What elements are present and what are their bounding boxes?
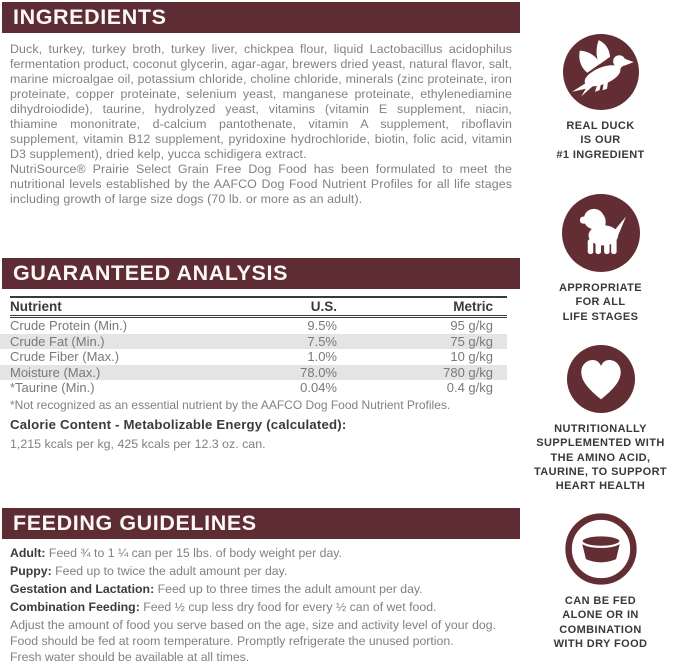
feeding-text: Adult: Feed ¾ to 1 ¼ can per 15 lbs. of … <box>10 546 515 663</box>
feeding-note: Fresh water should be available at all t… <box>10 649 250 663</box>
badge-caption-line: HEART HEALTH <box>555 480 646 493</box>
aafco-statement: NutriSource® Prairie Select Grain Free D… <box>10 162 512 206</box>
feeding-note: Food should be fed at room temperature. … <box>10 633 454 648</box>
table-row: *Taurine (Min.) 0.04% 0.4 g/kg <box>0 380 507 396</box>
badge-caption-line: NUTRITIONALLY <box>554 423 647 435</box>
feeding-line: Puppy: Feed up to twice the adult amount… <box>10 564 288 579</box>
nutrient-name: Moisture (Max.) <box>10 364 101 380</box>
badge-caption-line: WITH DRY FOOD <box>553 637 648 650</box>
badge-combination-feeding: CAN BE FED ALONE OR IN COMBINATION WITH DRY… <box>522 513 679 651</box>
ingredients-text: Duck, turkey, turkey broth, turkey liver… <box>10 42 512 207</box>
badge-heart-health: NUTRITIONALLY SUPPLEMENTED WITH THE AMINO … <box>522 341 679 493</box>
feeding-line-label: Puppy: <box>10 564 52 579</box>
analysis-table-rows: Crude Protein (Min.) 9.5% 95 g/kg Crude Fat… <box>0 318 507 396</box>
dog-icon <box>561 194 640 272</box>
feeding-line: Adult: Feed ¾ to 1 ¼ can per 15 lbs. of … <box>10 546 342 560</box>
metric-value: 0.4 g/kg <box>446 380 493 396</box>
table-row: Crude Protein (Min.) 9.5% 95 g/kg <box>0 318 507 334</box>
analysis-table-header: Nutrient U.S. Metric <box>10 296 507 318</box>
feeding-notes: Adjust the amount of food you serve base… <box>10 618 515 663</box>
column-header-nutrient: Nutrient <box>10 299 62 314</box>
badge-caption-line: LIFE STAGES <box>562 310 639 323</box>
badge-caption-line: COMBINATION <box>559 623 642 636</box>
badge-caption-line: IS OUR <box>580 134 621 147</box>
nutrient-name: Crude Fiber (Max.) <box>10 349 120 365</box>
calorie-content-value: 1,215 kcals per kg, 425 kcals per 12.3 o… <box>10 437 266 451</box>
badge-caption-line: SUPPLEMENTED WITH <box>536 437 665 450</box>
feeding-header: FEEDING GUIDELINES <box>2 508 520 539</box>
us-value: 9.5% <box>307 318 337 334</box>
badge-caption-line: #1 INGREDIENT <box>556 148 645 161</box>
ingredients-list: Duck, turkey, turkey broth, turkey liver… <box>10 42 512 161</box>
badge-caption-line: ALONE OR IN <box>562 609 639 622</box>
ingredients-title: INGREDIENTS <box>13 5 167 29</box>
taurine-footnote: *Not recognized as an essential nutrient… <box>10 398 451 412</box>
table-row: Crude Fiber (Max.) 1.0% 10 g/kg <box>0 349 507 365</box>
badge-caption-line: CAN BE FED <box>564 595 637 607</box>
calorie-content-heading: Calorie Content - Metabolizable Energy (… <box>10 417 347 432</box>
badge-caption: CAN BE FED ALONE OR IN COMBINATION WITH DRY… <box>554 594 648 651</box>
badge-life-stages: APPROPRIATE FOR ALL LIFE STAGES <box>522 194 679 324</box>
badge-caption: NUTRITIONALLY SUPPLEMENTED WITH THE AMINO … <box>534 422 667 493</box>
feeding-line-label: Gestation and Lactation: <box>10 582 155 597</box>
metric-value: 780 g/kg <box>443 364 493 380</box>
feeding-line-label: Adult: <box>10 546 46 560</box>
badge-caption-line: APPROPRIATE <box>558 282 643 294</box>
heart-icon <box>566 345 635 413</box>
metric-value: 75 g/kg <box>450 333 493 349</box>
feeding-line-label: Combination Feeding: <box>10 600 140 615</box>
feeding-lines: Adult: Feed ¾ to 1 ¼ can per 15 lbs. of … <box>10 546 515 615</box>
feeding-title: FEEDING GUIDELINES <box>13 511 257 535</box>
table-row: Moisture (Max.) 78.0% 780 g/kg <box>0 364 507 380</box>
badge-caption-line: FOR ALL <box>575 296 626 309</box>
badge-caption: REAL DUCK IS OUR #1 INGREDIENT <box>556 119 644 162</box>
us-value: 1.0% <box>307 349 337 365</box>
column-header-us: U.S. <box>310 299 337 314</box>
us-value: 7.5% <box>307 333 337 349</box>
badge-caption-line: THE AMINO ACID, <box>550 451 651 464</box>
feeding-line: Combination Feeding: Feed ½ cup less dry… <box>10 600 437 615</box>
table-row: Crude Fat (Min.) 7.5% 75 g/kg <box>0 333 507 349</box>
badge-column: REAL DUCK IS OUR #1 INGREDIENT APPROPRIATE… <box>522 0 679 663</box>
bowl-icon <box>564 513 637 585</box>
nutrient-name: *Taurine (Min.) <box>10 380 95 396</box>
feeding-line: Gestation and Lactation: Feed up to thre… <box>10 582 423 597</box>
metric-value: 95 g/kg <box>450 318 493 334</box>
feeding-note: Adjust the amount of food you serve base… <box>10 618 497 633</box>
nutrient-name: Crude Fat (Min.) <box>10 333 105 349</box>
us-value: 0.04% <box>300 380 337 396</box>
badge-caption-line: TAURINE, TO SUPPORT <box>533 465 668 478</box>
us-value: 78.0% <box>300 364 337 380</box>
duck-icon <box>562 34 639 110</box>
badge-real-duck: REAL DUCK IS OUR #1 INGREDIENT <box>522 34 679 162</box>
ingredients-header: INGREDIENTS <box>2 2 520 33</box>
analysis-table: Nutrient U.S. Metric Crude Protein (Min.… <box>0 296 507 396</box>
metric-value: 10 g/kg <box>450 349 493 365</box>
analysis-header: GUARANTEED ANALYSIS <box>2 258 520 289</box>
badge-caption-line: REAL DUCK <box>566 120 635 132</box>
column-header-metric: Metric <box>453 299 493 314</box>
badge-caption: APPROPRIATE FOR ALL LIFE STAGES <box>559 281 642 324</box>
analysis-title: GUARANTEED ANALYSIS <box>13 261 289 285</box>
nutrient-name: Crude Protein (Min.) <box>10 318 128 334</box>
